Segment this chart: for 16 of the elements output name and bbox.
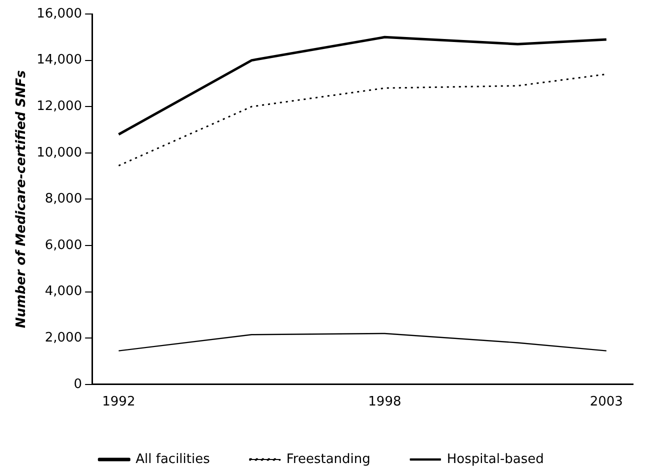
y-tick-label: 10,000 — [36, 145, 82, 160]
y-tick-label: 16,000 — [36, 6, 82, 22]
x-tick-label: 2003 — [590, 394, 623, 410]
y-tick-label: 0 — [74, 376, 82, 392]
y-tick-label: 14,000 — [36, 52, 82, 68]
y-tick-label: 6,000 — [44, 238, 82, 253]
legend-label: All facilities — [136, 452, 210, 467]
y-tick-label: 12,000 — [36, 98, 82, 114]
y-tick-label: 4,000 — [44, 284, 82, 300]
y-tick-label: 2,000 — [44, 330, 82, 346]
legend-label: Freestanding — [286, 452, 370, 467]
x-tick-label: 1992 — [102, 394, 136, 410]
y-axis-title: Number of Medicare-certified SNFs — [14, 70, 30, 328]
legend-label: Hospital-based — [446, 452, 544, 467]
x-tick-label: 1998 — [368, 394, 402, 410]
y-tick-label: 8,000 — [44, 192, 82, 207]
